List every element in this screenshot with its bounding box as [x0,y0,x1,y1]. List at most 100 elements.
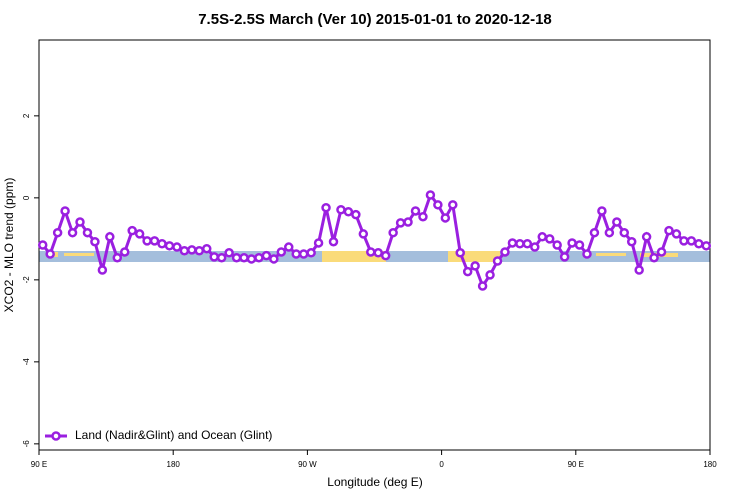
data-point [679,236,689,246]
data-point [552,240,562,250]
data-point [634,265,644,275]
data-point [209,252,219,262]
data-point [612,217,622,227]
data-point [254,252,264,263]
data-point [477,281,488,291]
land-speckle [52,252,58,257]
data-point [187,245,197,255]
data-point [686,236,697,246]
data-point [574,240,585,250]
data-point [530,242,540,252]
data-point [172,242,182,252]
data-point [380,250,391,261]
data-point [388,227,398,238]
data-point [75,217,85,227]
land-band [322,251,386,262]
data-point [373,248,383,258]
data-point [343,207,354,217]
data-point [224,248,234,258]
data-point [544,234,555,244]
data-point [105,232,115,242]
data-point [306,248,316,258]
data-point [448,200,458,210]
data-point [656,247,667,257]
x-tick-label: 90 W [298,460,317,469]
data-point [366,247,376,257]
data-point [626,236,637,247]
y-tick-label: -6 [22,440,31,448]
data-point [336,204,346,215]
data-point [239,252,249,263]
data-point [351,209,361,220]
data-point [246,254,257,264]
data-point [194,245,205,256]
data-point [649,252,659,263]
data-point [164,241,175,251]
data-point [522,239,533,249]
data-point [202,243,212,254]
data-point [142,236,152,246]
data-point [664,225,674,236]
data-point [149,236,160,246]
plot-frame [38,39,711,451]
data-point [537,232,547,242]
data-point [134,229,145,239]
data-point [291,249,301,259]
data-point [321,202,331,213]
data-point [276,247,287,257]
data-point [462,266,473,277]
series-line [41,191,707,290]
data-point [559,252,570,262]
x-tick-label: 0 [439,460,444,469]
data-point [284,242,294,252]
data-point [589,227,600,238]
data-point [52,227,63,238]
land-band [448,251,500,262]
data-point [470,261,480,271]
data-point [112,252,123,263]
data-point [119,247,130,257]
data-point [604,227,615,238]
data-point [410,206,421,216]
data-point [597,206,607,216]
legend-label: Land (Nadir&Glint) and Ocean (Glint) [75,428,272,442]
land-speckle [64,253,94,256]
data-point [67,227,78,238]
data-point [298,249,309,259]
data-point [97,265,108,275]
data-point [492,256,503,266]
data-point [358,229,369,239]
x-tick-label: 90 E [568,460,584,469]
data-point [515,239,525,249]
data-point [157,239,167,249]
y-tick-label: -4 [22,358,31,366]
x-axis-label: Longitude (deg E) [327,475,422,489]
data-point [582,249,592,259]
data-point [179,245,190,256]
land-speckle [596,253,626,256]
data-point [231,252,242,263]
data-point [269,254,279,264]
data-point [567,238,577,248]
data-point [485,270,495,280]
x-tick-label: 180 [167,460,181,469]
x-tick-label: 90 E [31,460,47,469]
data-point [455,248,465,258]
data-point [433,200,443,210]
data-point [701,241,712,251]
data-point [395,218,406,228]
data-point [45,249,55,259]
y-tick-label: -2 [22,276,31,284]
y-tick-label: 0 [22,195,31,200]
data-point [127,225,137,236]
data-point [261,250,272,261]
data-point [500,247,510,257]
x-tick-label: 180 [703,460,717,469]
data-point [216,252,227,263]
data-point [328,236,339,247]
data-point [313,238,324,248]
chart-title: 7.5S-2.5S March (Ver 10) 2015-01-01 to 2… [198,11,552,28]
legend-marker [51,431,61,441]
y-tick-label: 2 [22,113,31,118]
